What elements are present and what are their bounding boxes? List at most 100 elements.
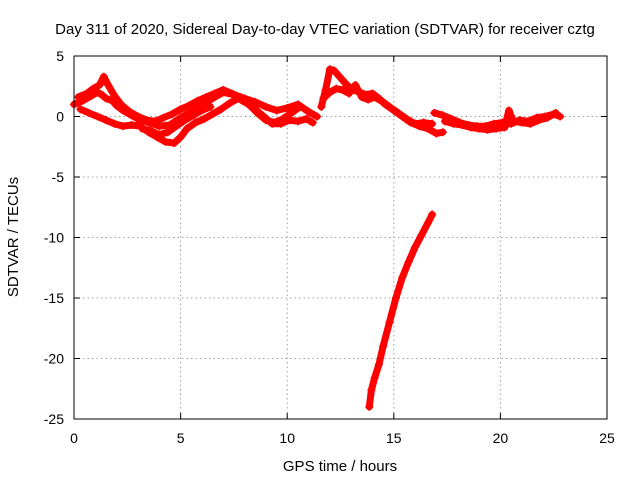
sdtvar-point [517,118,526,127]
sdtvar-point [206,102,215,111]
sdtvar-point [432,129,441,138]
grid-layer [74,56,607,419]
sdtvar-point [338,85,347,94]
sdtvar-point [365,402,374,411]
sdtvar-point [364,95,373,104]
sdtvar-point [534,116,543,125]
sdtvar-point [101,116,110,125]
y-tick-label: -15 [44,290,64,306]
x-tick-label: 5 [177,430,185,446]
sdtvar-point [379,342,388,351]
y-tick-label: -20 [44,351,64,367]
sdtvar-point [370,373,379,382]
sdtvar-point [155,122,164,131]
sdtvar-point [110,91,119,100]
sdtvar-point [251,105,260,114]
sdtvar-point [95,81,104,90]
sdtvar-track [319,81,436,128]
sdtvar-point [428,119,437,128]
sdtvar-point [227,89,236,98]
sdtvar-point [185,101,194,110]
sdtvar-point [332,84,341,93]
x-tick-label: 25 [599,430,615,446]
sdtvar-point [391,294,400,302]
sdtvar-point [556,112,565,121]
sdtvar-point [385,102,394,111]
sdtvar-point [82,89,91,98]
sdtvar-point [151,117,160,126]
sdtvar-point [110,119,119,128]
sdtvar-point [89,84,98,93]
sdtvar-point [163,128,172,137]
sdtvar-point [402,114,411,123]
y-tick-label: -25 [44,411,64,427]
sdtvar-point [200,114,209,123]
sdtvar-point [374,360,383,369]
y-axis-label: SDTVAR / TECUs [5,177,22,297]
x-tick-label: 10 [279,430,295,446]
sdtvar-point [458,120,467,129]
sdtvar-point [475,124,484,133]
sdtvar-point [127,120,136,129]
sdtvar-point [272,106,281,115]
sdtvar-point [500,123,509,132]
sdtvar-point [234,94,243,103]
sdtvar-point [423,218,432,227]
sdtvar-point [379,97,388,106]
sdtvar-point [261,102,270,111]
sdtvar-point [411,119,420,128]
sdtvar-track [365,211,436,411]
sdtvar-point [217,105,226,114]
sdtvar-point [133,112,142,121]
sdtvar-point [283,104,292,113]
sdtvar-point [440,117,449,126]
sdtvar-point [193,96,202,105]
sdtvar-point [428,210,437,219]
sdtvar-point [138,124,147,133]
y-tick-label: -5 [52,169,65,185]
chart-title: Day 311 of 2020, Sidereal Day-to-day VTE… [55,21,595,38]
sdtvar-point [398,273,407,282]
sdtvar-point [197,106,206,115]
sdtvar-point [351,81,360,90]
y-tick-label: 5 [56,48,64,64]
sdtvar-track [70,88,321,130]
sdtvar-point [438,128,447,137]
sdtvar-point [449,119,458,128]
sdtvar-point [319,94,328,103]
sdtvar-point [295,102,304,111]
sdtvar-point [394,108,403,117]
sdtvar-point [168,110,177,119]
x-tick-label: 0 [70,430,78,446]
sdtvar-point [142,116,151,125]
sdtvar-point [285,116,294,125]
sdtvar-point [208,110,217,119]
sdtvar-point [466,123,475,132]
sdtvar-point [182,124,191,133]
sdtvar-point [170,139,179,148]
x-axis-label: GPS time / hours [283,458,397,475]
sdtvar-point [259,112,268,121]
sdtvar-point [251,97,260,106]
sdtvar-point [116,100,125,109]
sdtvar-point [313,112,322,121]
sdtvar-point [330,66,339,75]
sdtvar-point [370,93,379,102]
tick-layer: 0 5 10 15 20 25 5 0 -5 -10 -15 -20 -25 [44,48,615,446]
sdtvar-point [325,65,334,74]
sdtvar-point [385,318,394,327]
sdtvar-point [302,114,311,123]
sdtvar-point [125,107,134,116]
sdtvar-point [242,99,251,108]
sdtvar-point [176,105,185,114]
sdtvar-point [509,117,518,126]
sdtvar-point [404,257,413,266]
sdtvar-point [483,125,492,134]
sdtvar-point [176,133,185,142]
sdtvar-point [189,111,198,120]
sdtvar-point [101,94,110,103]
sdtvar-point [161,137,170,146]
sdtvar-point [345,89,354,98]
sdtvar-point [172,122,181,131]
sdtvar-point [84,108,93,117]
